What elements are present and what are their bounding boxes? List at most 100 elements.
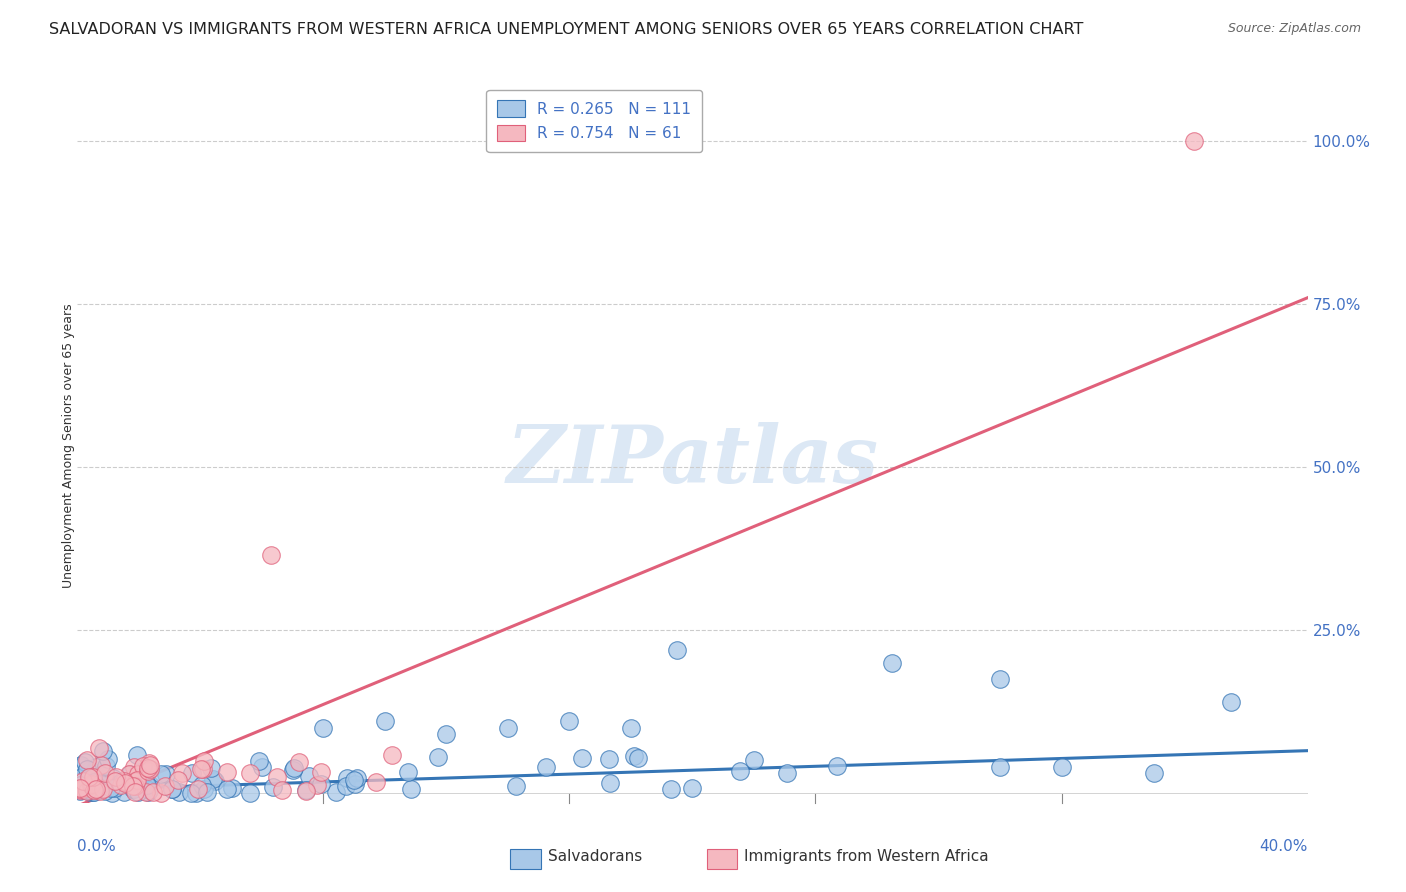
Legend: R = 0.265   N = 111, R = 0.754   N = 61: R = 0.265 N = 111, R = 0.754 N = 61 (486, 90, 702, 152)
Point (728, 764, 751, 779)
Point (374, 714, 396, 729)
Point (70, 774, 93, 789)
Point (190, 762, 212, 776)
Point (336, 771, 359, 785)
Point (94, 772, 117, 786)
Text: Source: ZipAtlas.com: Source: ZipAtlas.com (1227, 22, 1361, 36)
Point (882, 656, 904, 670)
Point (247, 754, 270, 768)
Point (139, 757, 162, 772)
Point (167, 773, 190, 788)
Point (110, 778, 132, 792)
Point (91, 781, 114, 796)
Point (623, 749, 645, 764)
Point (260, 548, 283, 562)
Point (496, 721, 519, 735)
Point (72, 774, 94, 789)
Point (76, 784, 98, 798)
Y-axis label: Unemployment Among Seniors over 65 years: Unemployment Among Seniors over 65 years (62, 303, 76, 589)
Point (87, 741, 110, 756)
Point (271, 782, 294, 797)
Point (89, 784, 111, 798)
Point (283, 761, 305, 775)
Point (94, 766, 117, 780)
Point (103, 771, 125, 785)
Point (124, 769, 146, 783)
Point (215, 782, 238, 797)
Text: 0.0%: 0.0% (77, 838, 117, 854)
Point (155, 766, 177, 780)
Point (70, 780, 93, 795)
Point (124, 779, 146, 793)
Point (426, 750, 449, 764)
Point (536, 760, 558, 774)
Point (84, 760, 107, 774)
Point (150, 786, 173, 800)
Point (346, 771, 368, 785)
Point (193, 782, 215, 797)
Point (1219, 695, 1241, 709)
Point (111, 774, 134, 789)
Point (221, 781, 243, 796)
Point (571, 751, 593, 765)
Point (114, 776, 136, 790)
Point (309, 776, 332, 790)
Point (122, 781, 145, 796)
Point (599, 776, 621, 790)
Point (118, 767, 141, 781)
Point (294, 784, 316, 798)
Point (399, 782, 422, 797)
Point (136, 761, 159, 775)
Point (83, 784, 105, 798)
Point (104, 774, 127, 789)
Point (191, 778, 214, 792)
Point (136, 778, 159, 792)
Point (181, 766, 204, 780)
Point (97, 752, 120, 766)
Point (170, 765, 193, 780)
Point (288, 755, 311, 769)
Point (627, 751, 650, 765)
Point (75, 755, 97, 769)
Point (239, 786, 262, 800)
Point (298, 769, 321, 783)
Point (90, 758, 112, 772)
Point (167, 785, 190, 799)
Point (138, 782, 160, 797)
Point (69, 782, 91, 797)
Point (139, 762, 162, 776)
Point (149, 766, 172, 780)
Point (127, 767, 149, 781)
Point (153, 779, 176, 793)
Point (309, 764, 332, 779)
Text: Immigrants from Western Africa: Immigrants from Western Africa (745, 849, 988, 863)
Point (83, 774, 105, 789)
Point (742, 754, 765, 768)
Point (84, 782, 107, 797)
Point (138, 756, 160, 770)
Point (122, 760, 145, 774)
Text: ZIPatlas: ZIPatlas (506, 422, 879, 499)
Point (281, 763, 304, 777)
Point (69, 781, 91, 796)
Point (69, 778, 91, 792)
Point (83, 782, 105, 797)
Point (72, 770, 94, 784)
Point (343, 772, 366, 787)
Text: Salvadorans: Salvadorans (548, 849, 643, 863)
Point (94, 759, 117, 773)
Point (776, 766, 799, 780)
Point (112, 785, 135, 799)
Point (250, 760, 273, 774)
Point (70, 758, 93, 772)
Point (160, 782, 183, 797)
Point (666, 642, 689, 657)
Point (69, 783, 91, 797)
Point (505, 779, 527, 793)
Point (125, 774, 148, 789)
Point (1143, 766, 1166, 780)
Point (193, 754, 215, 768)
Point (305, 778, 328, 792)
Point (1182, 134, 1205, 148)
Point (659, 781, 682, 796)
